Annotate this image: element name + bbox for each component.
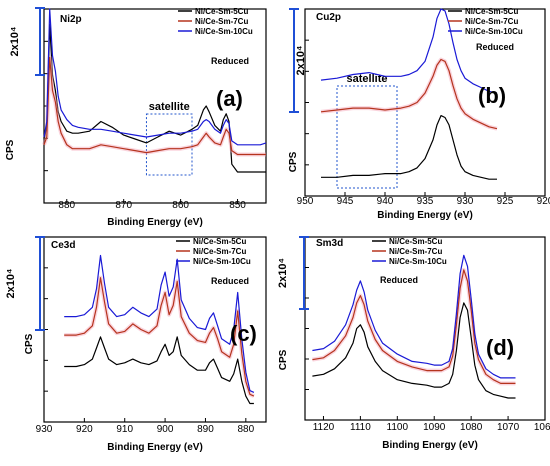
- series-line-1: [64, 336, 254, 405]
- x-tick-label: 930: [457, 196, 474, 207]
- series-line-2: [312, 269, 516, 384]
- satellite-label: satellite: [347, 73, 388, 85]
- x-tick-label: 1060: [534, 422, 550, 433]
- scale-bar-label: 2x10⁴: [5, 269, 17, 299]
- panel-letter: (a): [216, 86, 243, 111]
- y-axis-label: CPS: [288, 151, 299, 172]
- condition-label: Reduced: [476, 42, 514, 52]
- y-axis-label: CPS: [5, 139, 16, 160]
- panel-letter: (d): [486, 335, 514, 360]
- element-label: Ce3d: [51, 240, 75, 251]
- x-tick-label: 935: [417, 196, 434, 207]
- panel-letter: (b): [478, 83, 506, 108]
- x-tick-label: 1100: [387, 422, 409, 433]
- x-tick-label: 880: [58, 200, 75, 211]
- satellite-box: [145, 113, 193, 176]
- series-line-3: [320, 8, 498, 94]
- scale-bar-label: 2x10⁴: [277, 258, 289, 288]
- x-tick-label: 880: [237, 424, 254, 435]
- x-tick-label: 900: [157, 424, 174, 435]
- x-tick-label: 1090: [423, 422, 446, 433]
- element-label: Ni2p: [60, 14, 82, 25]
- series-line-2: [64, 277, 255, 397]
- legend-entry: Ni/Ce-Sm-5Cu: [195, 7, 248, 16]
- x-tick-label: 920: [76, 424, 93, 435]
- satellite-box: [336, 85, 398, 189]
- series-line-3: [312, 254, 516, 379]
- scale-bar-label: 2x10⁴: [9, 27, 21, 57]
- series-line-1: [312, 302, 516, 399]
- series-line-2: [320, 58, 498, 130]
- legend-entry: Ni/Ce-Sm-7Cu: [465, 17, 518, 26]
- x-tick-label: 1070: [497, 422, 520, 433]
- condition-label: Reduced: [380, 275, 418, 285]
- legend-entry: Ni/Ce-Sm-7Cu: [389, 247, 442, 256]
- legend-entry: Ni/Ce-Sm-10Cu: [389, 257, 447, 266]
- element-label: Sm3d: [316, 238, 343, 249]
- legend-entry: Ni/Ce-Sm-10Cu: [193, 257, 251, 266]
- panel-a: 880 870 860 850 Binding Energy (eV) CPS 2x10⁴ s…: [5, 7, 267, 228]
- x-tick-label: 890: [197, 424, 214, 435]
- x-tick-label: 870: [115, 200, 132, 211]
- x-tick-label: 950: [297, 196, 314, 207]
- series-line-2: [43, 56, 266, 156]
- axes-frame: [304, 8, 546, 197]
- panel-d: 1120 1110 1100 1090 1080 1070 1060 Binding Ener…: [277, 236, 550, 451]
- y-axis-label: CPS: [278, 349, 289, 370]
- x-axis-label: Binding Energy (eV): [107, 217, 203, 228]
- series-line-3: [64, 254, 255, 393]
- series-line-1: [321, 114, 497, 180]
- x-axis-label: Binding Energy (eV): [382, 440, 478, 451]
- legend-entry: Ni/Ce-Sm-7Cu: [195, 17, 248, 26]
- condition-label: Reduced: [211, 276, 249, 286]
- x-axis-label: Binding Energy (eV): [377, 210, 473, 221]
- x-tick-label: 930: [36, 424, 53, 435]
- x-tick-label: 1110: [350, 422, 371, 433]
- legend-entry: Ni/Ce-Sm-10Cu: [465, 27, 523, 36]
- scale-bar-label: 2x10⁴: [295, 46, 307, 76]
- element-label: Cu2p: [316, 12, 341, 23]
- x-tick-label: 1080: [460, 422, 483, 433]
- y-axis-label: CPS: [24, 333, 35, 354]
- condition-label: Reduced: [211, 56, 249, 66]
- panel-b: 950 945 940 935 930 925 920 Binding Energy (eV)…: [288, 7, 550, 221]
- x-tick-label: 920: [537, 196, 550, 207]
- x-tick-label: 860: [172, 200, 189, 211]
- x-tick-label: 1120: [313, 422, 335, 433]
- x-tick-label: 945: [337, 196, 354, 207]
- legend-entry: Ni/Ce-Sm-7Cu: [193, 247, 246, 256]
- series-line-3: [43, 8, 267, 146]
- x-axis-label: Binding Energy (eV): [107, 442, 203, 453]
- panel-letter: (c): [230, 321, 257, 346]
- legend-entry: Ni/Ce-Sm-10Cu: [195, 27, 253, 36]
- panel-c: 930 920 910 900 890 880 Binding Energy (eV) CPS…: [5, 236, 267, 453]
- legend-entry: Ni/Ce-Sm-5Cu: [389, 237, 442, 246]
- x-tick-label: 925: [497, 196, 514, 207]
- legend-entry: Ni/Ce-Sm-5Cu: [193, 237, 246, 246]
- x-tick-label: 940: [377, 196, 394, 207]
- satellite-label: satellite: [149, 101, 190, 113]
- x-tick-label: 850: [229, 200, 246, 211]
- x-tick-label: 910: [116, 424, 133, 435]
- legend-entry: Ni/Ce-Sm-5Cu: [465, 7, 518, 16]
